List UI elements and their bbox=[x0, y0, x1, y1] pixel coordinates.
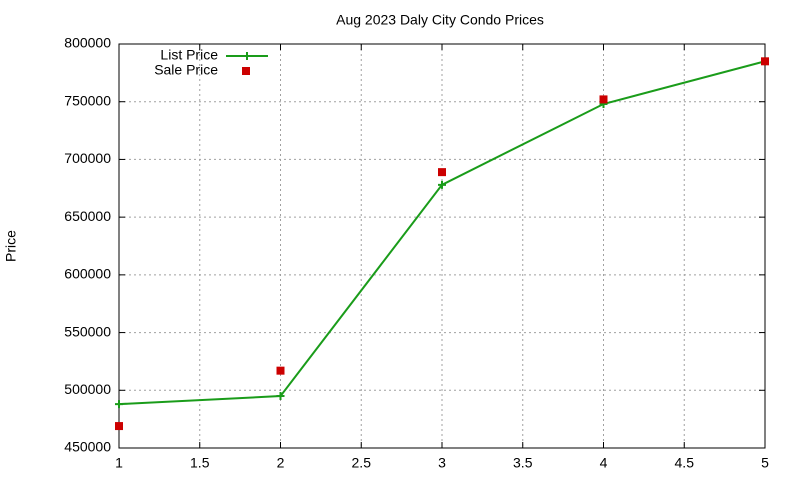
data-point bbox=[438, 168, 446, 177]
y-tick-label: 700000 bbox=[64, 150, 111, 166]
data-point bbox=[599, 95, 608, 104]
legend-marker bbox=[242, 67, 250, 75]
data-point bbox=[115, 422, 123, 431]
x-tick-label: 3.5 bbox=[513, 455, 533, 471]
legend-label: Sale Price bbox=[154, 62, 218, 78]
x-tick-label: 5 bbox=[761, 455, 769, 471]
x-tick-label: 3 bbox=[438, 455, 446, 471]
chart-title: Aug 2023 Daly City Condo Prices bbox=[336, 12, 544, 28]
y-axis-label: Price bbox=[3, 230, 19, 262]
x-tick-label: 1.5 bbox=[190, 455, 210, 471]
y-tick-label: 550000 bbox=[64, 323, 111, 339]
legend-label: List Price bbox=[160, 47, 218, 63]
legend-marker bbox=[243, 52, 251, 60]
y-tick-label: 650000 bbox=[64, 208, 111, 224]
data-point bbox=[276, 366, 285, 375]
plot-frame bbox=[118, 43, 766, 449]
data-point bbox=[276, 392, 285, 401]
series-line bbox=[118, 60, 766, 406]
y-tick-label: 800000 bbox=[64, 35, 111, 51]
x-tick-label: 4.5 bbox=[675, 455, 695, 471]
y-tick-label: 500000 bbox=[64, 381, 111, 397]
x-tick-label: 4 bbox=[600, 455, 608, 471]
y-tick-label: 750000 bbox=[64, 92, 111, 108]
data-point bbox=[761, 57, 769, 66]
y-tick-label: 600000 bbox=[64, 266, 111, 282]
data-point bbox=[115, 400, 123, 409]
x-tick-label: 1 bbox=[115, 455, 123, 471]
x-tick-label: 2 bbox=[277, 455, 285, 471]
x-tick-label: 2.5 bbox=[352, 455, 372, 471]
y-tick-label: 450000 bbox=[64, 439, 111, 455]
data-point bbox=[438, 180, 446, 189]
